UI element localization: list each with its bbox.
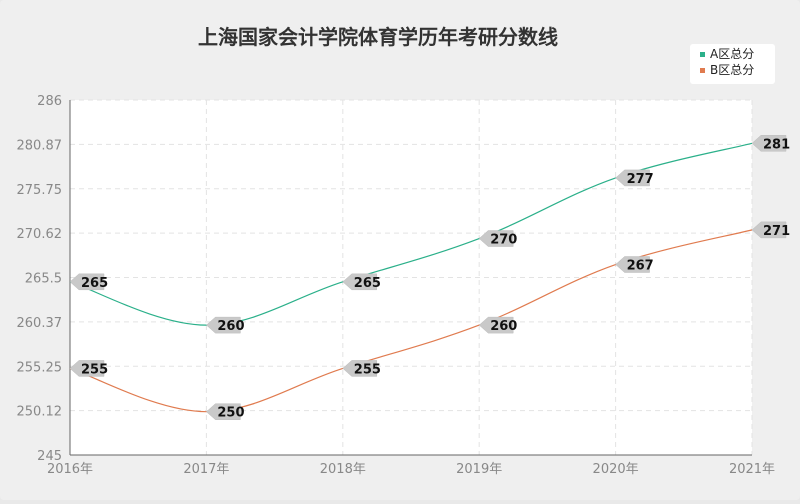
data-label-text: 277 (627, 172, 654, 187)
data-label-0-3: 270 (478, 230, 517, 248)
x-tick-label: 2021年 (729, 462, 775, 477)
y-tick-label: 286 (37, 94, 62, 109)
data-label-tag (751, 135, 787, 152)
data-label-tag (615, 256, 650, 273)
data-label-tag (615, 169, 650, 187)
data-label-tag (478, 230, 514, 247)
legend-box (690, 44, 775, 84)
data-label-text: 265 (354, 276, 381, 291)
data-label-1-4: 267 (615, 256, 654, 274)
plot-area: 245 250.12 255.25 260.37 265.5 270.62 275.75 28… (17, 94, 791, 477)
legend-swatch-1 (700, 68, 705, 73)
data-label-tag (342, 360, 378, 377)
data-label-text: 271 (763, 224, 790, 239)
data-label-text: 250 (217, 406, 244, 421)
y-tick-label: 275.75 (17, 183, 63, 198)
data-label-text: 281 (763, 137, 790, 152)
legend: A区总分 B区总分 (690, 44, 775, 84)
data-label-tag (342, 273, 378, 291)
legend-label-0: A区总分 (710, 47, 754, 61)
data-label-0-1: 260 (206, 316, 245, 334)
data-label-text: 267 (627, 259, 654, 274)
data-label-tag (206, 316, 241, 334)
data-label-1-2: 255 (342, 360, 381, 377)
data-label-tag (69, 360, 105, 377)
x-tick-label: 2020年 (593, 462, 639, 477)
y-tick-label: 265.5 (25, 272, 62, 287)
chart-title: 上海国家会计学院体育学历年考研分数线 (198, 25, 558, 49)
data-label-0-4: 277 (615, 169, 654, 187)
data-label-1-5: 271 (751, 221, 790, 239)
data-label-text: 265 (81, 276, 108, 291)
data-label-text: 255 (81, 362, 108, 377)
data-label-text: 255 (354, 362, 381, 377)
data-label-1-1: 250 (206, 403, 245, 421)
legend-swatch-0 (700, 52, 705, 57)
data-label-text: 260 (217, 319, 244, 334)
x-tick-label: 2019年 (456, 462, 502, 477)
data-label-tag (69, 273, 105, 291)
y-tick-label: 250.12 (17, 405, 63, 420)
data-label-tag (206, 403, 241, 420)
x-tick-label: 2016年 (47, 462, 93, 477)
legend-label-1: B区总分 (710, 63, 754, 77)
y-tick-label: 245 (37, 449, 62, 464)
y-tick-label: 270.62 (17, 227, 63, 242)
data-label-0-2: 265 (342, 273, 381, 291)
data-label-1-3: 260 (478, 316, 517, 334)
data-label-0-0: 265 (69, 273, 108, 291)
y-tick-label: 280.87 (17, 138, 63, 153)
data-label-text: 260 (490, 319, 517, 334)
data-label-text: 270 (490, 233, 517, 248)
data-label-0-5: 281 (751, 135, 790, 152)
data-label-1-0: 255 (69, 360, 108, 377)
y-tick-label: 255.25 (17, 360, 63, 375)
x-tick-label: 2017年 (183, 462, 229, 477)
y-tick-label: 260.37 (17, 316, 63, 331)
data-label-tag (478, 316, 514, 334)
data-label-tag (751, 221, 787, 239)
x-tick-label: 2018年 (320, 462, 366, 477)
